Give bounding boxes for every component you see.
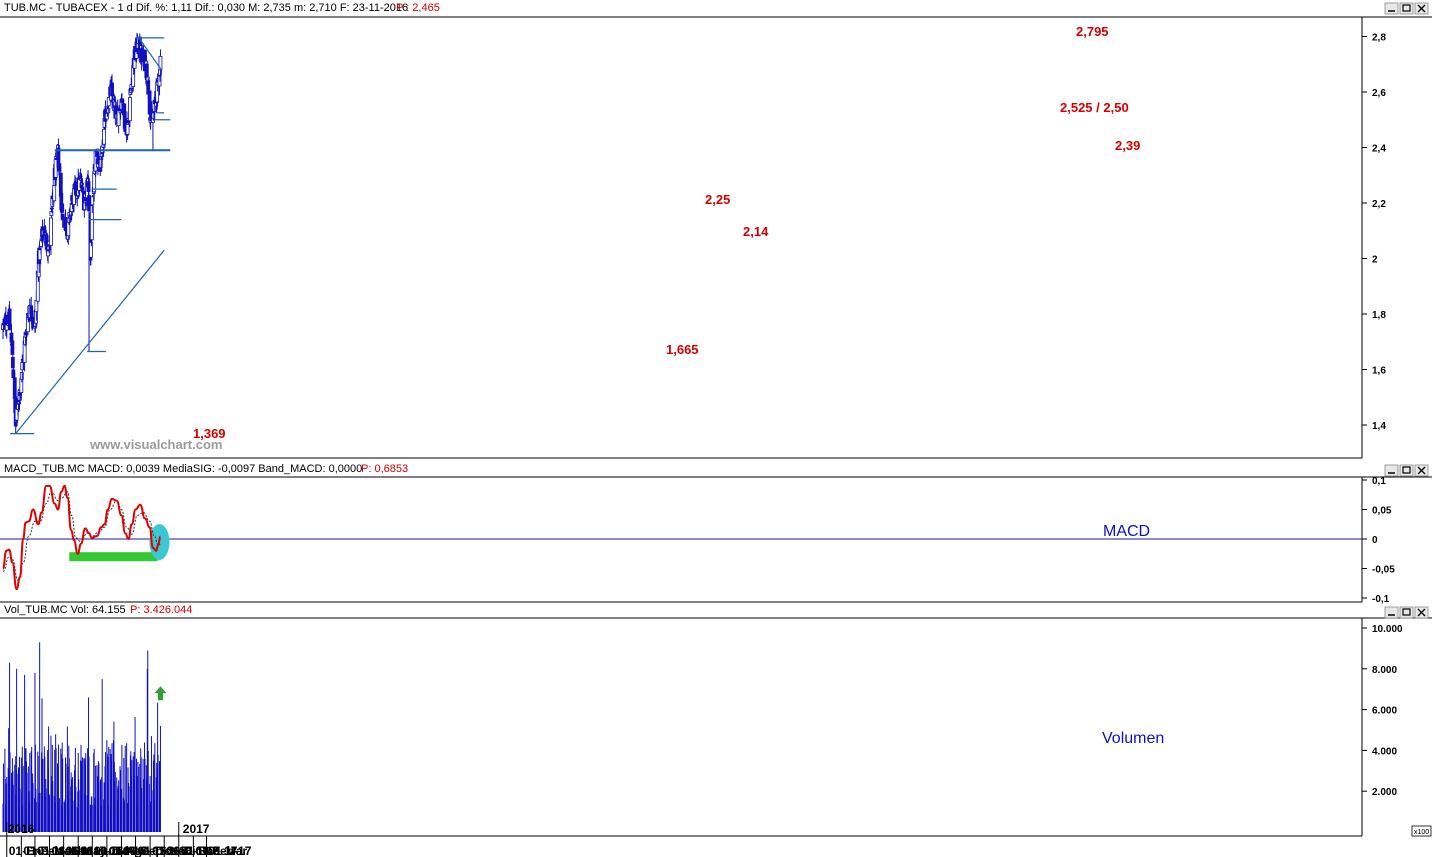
macd-line <box>2 484 162 591</box>
macd-highlight-band <box>69 552 158 562</box>
candle-body <box>106 97 111 107</box>
year-label: 2017 <box>183 822 210 836</box>
close-icon <box>1417 608 1426 617</box>
x-tick-label: 01-Sep-16 <box>123 844 180 857</box>
x-tick-label: 01-Ene-17 <box>181 844 238 857</box>
price-y-tick-label: 1,6 <box>1372 366 1386 377</box>
candle-body <box>86 181 91 193</box>
macd-y-tick-label: -0,1 <box>1372 594 1390 605</box>
price-panel: 2,795 2,525 / 2,50 2,39 2,25 2,14 1,665 1,369 <box>1 24 1140 441</box>
x-tick-label: 01-Jul-16 <box>94 844 146 857</box>
price-header: TUB.MC - TUBACEX - 1 d Dif. %: 1,11 Dif.… <box>4 2 408 14</box>
x-tick-label: 01-Mar-16 <box>37 844 93 857</box>
volume-up-arrow-icon <box>154 686 167 701</box>
x-tick-label: 01-Ago-16 <box>109 844 167 857</box>
volume-header-p: P: 3.426.044 <box>130 604 192 616</box>
candle-body <box>158 55 163 71</box>
price-y-tick-label: 2,6 <box>1372 88 1386 99</box>
year-label: 2016 <box>8 822 35 836</box>
volume-y-tick-label: 6.000 <box>1372 706 1397 717</box>
candle-body <box>37 249 42 261</box>
candle-body <box>12 377 17 399</box>
price-y-tick-label: 1,8 <box>1372 310 1386 321</box>
x-tick-label: 01-May-16 <box>66 844 124 857</box>
price-header-p: P : 2,465 <box>396 2 440 14</box>
macd-signal-line <box>2 491 161 581</box>
trendline <box>15 249 165 434</box>
macd-y-tick-label: 0 <box>1372 535 1378 546</box>
trendline <box>138 37 162 71</box>
candle-body <box>44 234 49 246</box>
macd-header: MACD_TUB.MC MACD: 0,0039 MediaSIG: -0,00… <box>4 463 362 475</box>
level-label: 1,369 <box>193 426 226 441</box>
x-tick-label: 01-Abr-16 <box>52 844 108 857</box>
minimize-button[interactable] <box>1384 606 1399 619</box>
x-tick-label: 01-Feb-17 <box>195 844 251 857</box>
price-y-tick-label: 1,4 <box>1372 421 1386 432</box>
candle-body <box>110 82 114 97</box>
macd-y-tick-label: -0,05 <box>1372 565 1395 576</box>
maximize-button[interactable] <box>1399 464 1414 477</box>
candle-body <box>60 203 65 213</box>
x-tick-label: 01-Feb-16 <box>23 844 79 857</box>
panel-frames <box>0 16 1432 837</box>
volume-y-tick-label: 8.000 <box>1372 665 1397 676</box>
candle-body <box>52 184 57 202</box>
x-tick-label: 01-Nov-16 <box>152 844 210 857</box>
maximize-button[interactable] <box>1399 2 1414 15</box>
volume-panel <box>2 642 167 832</box>
volume-panel-label: Volumen <box>1102 730 1164 747</box>
candle-body <box>46 250 51 257</box>
candle-body <box>49 217 53 246</box>
macd-panel <box>0 484 1362 591</box>
x-tick-label: 01-Jun-16 <box>80 844 136 857</box>
maximize-icon <box>1402 466 1411 474</box>
macd-panel-label: MACD <box>1103 523 1150 540</box>
macd-header-p: P: 0,6853 <box>361 463 408 475</box>
level-label: 2,795 <box>1076 24 1109 39</box>
price-y-tick-label: 2 <box>1372 255 1378 266</box>
volume-y-tick-label: 4.000 <box>1372 746 1397 757</box>
axes: 2,8 2,6 2,4 2,2 2 1,8 1,6 1,4 0,1 0,05 0 -0,05 -0,1 1… <box>6 33 1432 857</box>
x-tick-label: 01-Ene-16 <box>9 844 66 857</box>
macd-y-tick-label: 0,1 <box>1372 476 1386 487</box>
macd-y-tick-label: 0,05 <box>1372 506 1392 517</box>
price-y-tick-label: 2,2 <box>1372 199 1386 210</box>
volume-y-tick-label: 2.000 <box>1372 787 1397 798</box>
level-label: 2,39 <box>1115 138 1140 153</box>
candle-body <box>102 128 106 145</box>
price-y-tick-label: 2,4 <box>1372 144 1386 155</box>
minimize-button[interactable] <box>1384 464 1399 477</box>
level-label: 2,25 <box>705 192 730 207</box>
price-y-tick-label: 2,8 <box>1372 33 1386 44</box>
minimize-button[interactable] <box>1384 2 1399 15</box>
volume-y-tick-label: 10.000 <box>1372 624 1403 635</box>
close-icon <box>1417 466 1426 475</box>
maximize-icon <box>1402 608 1411 616</box>
units-badge: x100 <box>1414 829 1429 836</box>
window-buttons <box>1384 2 1429 619</box>
candle-body <box>127 97 132 122</box>
close-icon <box>1417 4 1426 13</box>
watermark: www.visualchart.com <box>89 437 222 452</box>
units-badge-box <box>1411 825 1432 837</box>
level-label: 1,665 <box>666 342 699 357</box>
x-tick-label: 01-Mar <box>209 844 248 857</box>
level-label: 2,525 / 2,50 <box>1060 100 1129 115</box>
maximize-button[interactable] <box>1399 606 1414 619</box>
level-label: 2,14 <box>743 224 769 239</box>
maximize-icon <box>1402 4 1411 12</box>
candle-body <box>125 123 130 135</box>
volume-header: Vol_TUB.MC Vol: 64.155 <box>4 604 126 616</box>
